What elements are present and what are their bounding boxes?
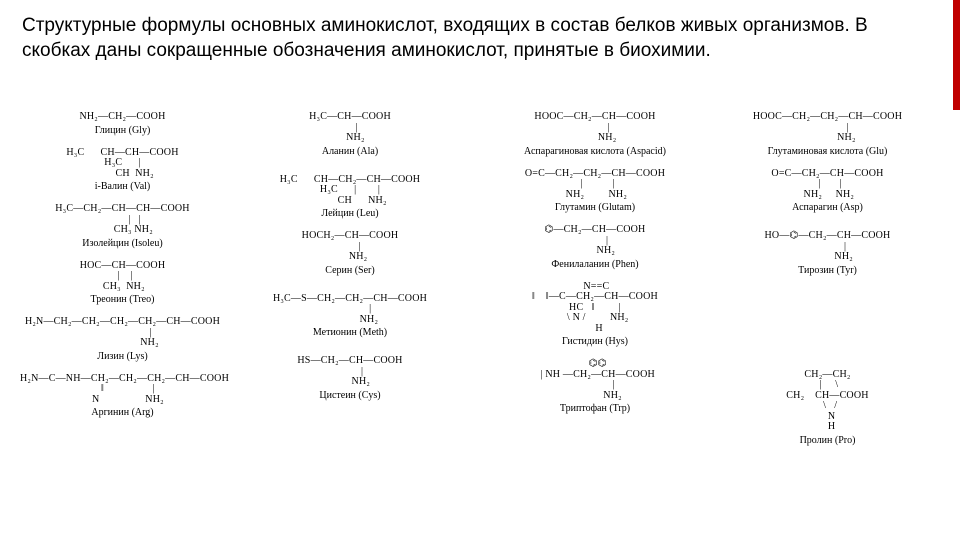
formula-text: H₂N—C—NH—CH₂—CH₂—CH₂—CH—COOH ‖ | N NH₂ (20, 374, 225, 406)
page-title: Структурные формулы основных аминокислот… (22, 14, 930, 63)
aa-val: H₃C CH—CH—COOH H₃C | CH NH₂ i-Валин (Val… (20, 148, 225, 193)
aa-label: Лейцин (Leu) (235, 208, 465, 219)
aa-label: Цистеин (Cys) (235, 390, 465, 401)
aa-tyr: HO—⌬—CH₂—CH—COOH | NH₂ Тирозин (Tyr) (720, 231, 935, 276)
aa-label: Аспарагин (Asp) (720, 202, 935, 213)
formula-text: H₃C—CH—COOH | NH₂ (235, 112, 465, 144)
formula-text: H₃C CH—CH—COOH H₃C | CH NH₂ (20, 148, 225, 180)
aa-label: Глутаминовая кислота (Glu) (720, 146, 935, 157)
aa-ser: HOCH₂—CH—COOH | NH₂ Серин (Ser) (235, 231, 465, 276)
aa-label: Пролин (Pro) (720, 435, 935, 446)
aa-asp: O=C—CH₂—CH—COOH | | NH₂ NH₂ Аспарагин (A… (720, 169, 935, 214)
aa-leu: H₃C CH—CH₂—CH—COOH H₃C | | CH NH₂ Лейцин… (235, 175, 465, 220)
aa-label: Лизин (Lys) (20, 351, 225, 362)
formula-text: H₃C—CH₂—CH—CH—COOH | | CH₃ NH₂ (20, 204, 225, 236)
aa-phen: ⌬—CH₂—CH—COOH | NH₂ Фенилаланин (Phen) (480, 225, 710, 270)
formula-text: HOCH₂—CH—COOH | NH₂ (235, 231, 465, 263)
aa-label: Тирозин (Tyr) (720, 265, 935, 276)
column-2: H₃C—CH—COOH | NH₂ Аланин (Ala) H₃C CH—CH… (235, 112, 465, 526)
aa-label: Серин (Ser) (235, 265, 465, 276)
formula-text: HO—⌬—CH₂—CH—COOH | NH₂ (720, 231, 935, 263)
formula-text: CH₂—CH₂ | \ CH₂ CH—COOH \ / N H (720, 370, 935, 433)
aa-pro: CH₂—CH₂ | \ CH₂ CH—COOH \ / N H Пролин (… (720, 370, 935, 446)
aa-label: Глутамин (Glutam) (480, 202, 710, 213)
aa-label: Изолейцин (Isoleu) (20, 238, 225, 249)
formula-text: HOOC—CH₂—CH₂—CH—COOH | NH₂ (720, 112, 935, 144)
formula-text: HOC—CH—COOH | | CH₃ NH₂ (20, 261, 225, 293)
formula-text: HOOC—CH₂—CH—COOH | NH₂ (480, 112, 710, 144)
formula-text: NH₂—CH₂—COOH (20, 112, 225, 123)
slide: Структурные формулы основных аминокислот… (0, 0, 960, 540)
aa-gly: NH₂—CH₂—COOH Глицин (Gly) (20, 112, 225, 136)
aa-label: Триптофан (Trp) (480, 403, 710, 414)
aa-meth: H₃C—S—CH₂—CH₂—CH—COOH | NH₂ Метионин (Me… (235, 294, 465, 339)
column-3: HOOC—CH₂—CH—COOH | NH₂ Аспарагиновая кис… (480, 112, 710, 526)
formula-text: O=C—CH₂—CH₂—CH—COOH | | NH₂ NH₂ (480, 169, 710, 201)
aa-cys: HS—CH₂—CH—COOH | NH₂ Цистеин (Cys) (235, 356, 465, 401)
aa-hys: N==C ‖ ‖—C—CH₂—CH—COOH HC ‖ | \ N / NH₂ … (480, 282, 710, 348)
aa-label: Аланин (Ala) (235, 146, 465, 157)
aa-isoleu: H₃C—CH₂—CH—CH—COOH | | CH₃ NH₂ Изолейцин… (20, 204, 225, 249)
formula-text: ⌬—CH₂—CH—COOH | NH₂ (480, 225, 710, 257)
aa-glutam: O=C—CH₂—CH₂—CH—COOH | | NH₂ NH₂ Глутамин… (480, 169, 710, 214)
formula-text: H₃C CH—CH₂—CH—COOH H₃C | | CH NH₂ (235, 175, 465, 207)
formula-text: N==C ‖ ‖—C—CH₂—CH—COOH HC ‖ | \ N / NH₂ … (480, 282, 710, 335)
aa-treo: HOC—CH—COOH | | CH₃ NH₂ Треонин (Treo) (20, 261, 225, 306)
formula-text: H₃C—S—CH₂—CH₂—CH—COOH | NH₂ (235, 294, 465, 326)
formula-text: H₂N—CH₂—CH₂—CH₂—CH₂—CH—COOH | NH₂ (20, 317, 225, 349)
column-4: HOOC—CH₂—CH₂—CH—COOH | NH₂ Глутаминовая … (720, 112, 935, 526)
formula-text: HS—CH₂—CH—COOH | NH₂ (235, 356, 465, 388)
aa-glu: HOOC—CH₂—CH₂—CH—COOH | NH₂ Глутаминовая … (720, 112, 935, 157)
accent-bar (953, 0, 960, 110)
aa-label: i-Валин (Val) (20, 181, 225, 192)
aa-blank (720, 288, 935, 358)
aa-arg: H₂N—C—NH—CH₂—CH₂—CH₂—CH—COOH ‖ | N NH₂ А… (20, 374, 225, 419)
aa-trp: ⌬⌬ | NH —CH₂—CH—COOH | NH₂ Триптофан (Tr… (480, 359, 710, 414)
amino-acids-figure: NH₂—CH₂—COOH Глицин (Gly) H₃C CH—CH—COOH… (20, 112, 938, 526)
column-1: NH₂—CH₂—COOH Глицин (Gly) H₃C CH—CH—COOH… (20, 112, 225, 526)
aa-label: Аспарагиновая кислота (Aspacid) (480, 146, 710, 157)
aa-ala: H₃C—CH—COOH | NH₂ Аланин (Ala) (235, 112, 465, 157)
aa-label: Фенилаланин (Phen) (480, 259, 710, 270)
aa-aspacid: HOOC—CH₂—CH—COOH | NH₂ Аспарагиновая кис… (480, 112, 710, 157)
formula-text: O=C—CH₂—CH—COOH | | NH₂ NH₂ (720, 169, 935, 201)
formula-text: ⌬⌬ | NH —CH₂—CH—COOH | NH₂ (480, 359, 710, 401)
aa-label: Аргинин (Arg) (20, 407, 225, 418)
aa-label: Метионин (Meth) (235, 327, 465, 338)
aa-label: Гистидин (Hys) (480, 336, 710, 347)
aa-label: Треонин (Treo) (20, 294, 225, 305)
aa-lys: H₂N—CH₂—CH₂—CH₂—CH₂—CH—COOH | NH₂ Лизин … (20, 317, 225, 362)
aa-label: Глицин (Gly) (20, 125, 225, 136)
